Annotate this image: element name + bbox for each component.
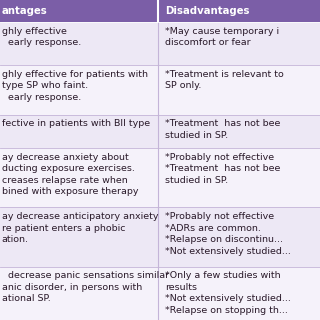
Bar xyxy=(158,148,320,207)
Text: *Only a few studies with
results
*Not extensively studied...
*Relapse on stoppin: *Only a few studies with results *Not ex… xyxy=(165,271,291,315)
Text: antages: antages xyxy=(2,6,47,16)
Bar xyxy=(158,207,320,267)
Bar xyxy=(158,0,320,22)
Text: *Treatment  has not bee
studied in SP.: *Treatment has not bee studied in SP. xyxy=(165,119,280,140)
Bar xyxy=(0,115,158,148)
Bar xyxy=(0,207,158,267)
Text: *Treatment is relevant to
SP only.: *Treatment is relevant to SP only. xyxy=(165,70,284,90)
Text: Disadvantages: Disadvantages xyxy=(165,6,249,16)
Text: *May cause temporary i
discomfort or fear: *May cause temporary i discomfort or fea… xyxy=(165,27,279,47)
Bar xyxy=(158,115,320,148)
Text: ay decrease anticipatory anxiety
re patient enters a phobic
ation.: ay decrease anticipatory anxiety re pati… xyxy=(2,212,158,244)
Text: decrease panic sensations similar
anic disorder, in persons with
ational SP.: decrease panic sensations similar anic d… xyxy=(2,271,169,303)
Text: ghly effective for patients with
type SP who faint.
  early response.: ghly effective for patients with type SP… xyxy=(2,70,148,102)
Text: *Probably not effective 
*ADRs are common.
*Relapse on discontinu...
*Not extens: *Probably not effective *ADRs are common… xyxy=(165,212,291,255)
Bar xyxy=(0,0,158,22)
Bar xyxy=(158,267,320,320)
Text: fective in patients with BII type: fective in patients with BII type xyxy=(2,119,150,128)
Bar xyxy=(0,148,158,207)
Text: ay decrease anxiety about
ducting exposure exercises.
creases relapse rate when
: ay decrease anxiety about ducting exposu… xyxy=(2,153,138,196)
Bar xyxy=(0,267,158,320)
Bar xyxy=(0,65,158,115)
Bar xyxy=(158,65,320,115)
Text: *Probably not effective 
*Treatment  has not bee
studied in SP.: *Probably not effective *Treatment has n… xyxy=(165,153,280,185)
Bar xyxy=(0,22,158,65)
Bar xyxy=(158,22,320,65)
Text: ghly effective
  early response.: ghly effective early response. xyxy=(2,27,81,47)
